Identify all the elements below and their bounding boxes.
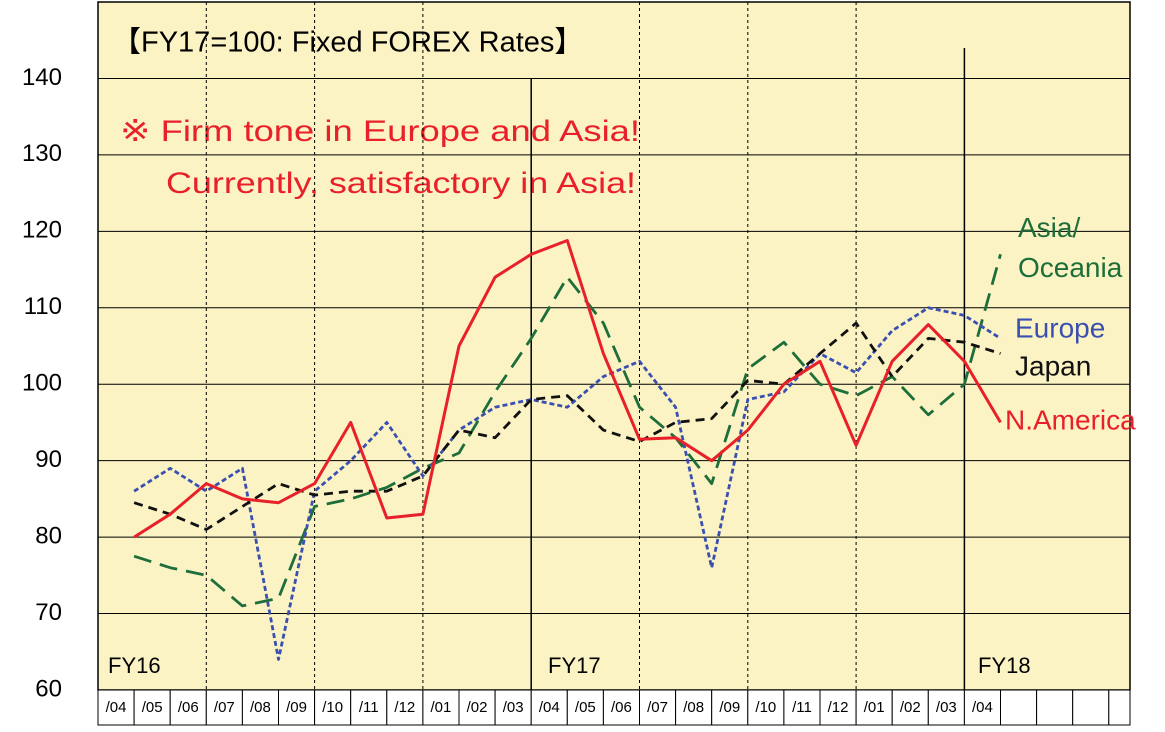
x-tick-label: /08 xyxy=(683,699,704,716)
category-cell xyxy=(133,689,171,726)
y-tick-label: 70 xyxy=(35,599,62,626)
category-cell xyxy=(278,689,316,726)
legend-label-part: Oceania xyxy=(1018,252,1123,283)
legend-label: Japan xyxy=(1015,350,1091,381)
category-cell xyxy=(783,689,821,726)
x-tick-label: /04 xyxy=(972,699,993,716)
y-tick-label: 60 xyxy=(35,675,62,702)
y-tick-label: 110 xyxy=(24,293,62,320)
x-tick-label: /04 xyxy=(106,699,127,716)
category-cell xyxy=(422,689,460,726)
legend-label: N.America xyxy=(1005,404,1136,435)
x-tick-label: /12 xyxy=(394,699,415,716)
y-tick-label: 100 xyxy=(22,370,62,397)
x-tick-label: /11 xyxy=(359,699,379,716)
category-cell xyxy=(891,689,929,726)
category-cell xyxy=(855,689,893,726)
category-cell xyxy=(1108,689,1131,726)
category-cell xyxy=(1000,689,1038,726)
y-tick-label: 140 xyxy=(22,64,62,91)
series-line xyxy=(133,321,1001,531)
series-line xyxy=(133,306,1002,661)
x-tick-label: /03 xyxy=(936,699,957,716)
x-tick-label: /01 xyxy=(864,699,885,716)
category-cell xyxy=(1036,689,1074,726)
y-tick-label: 120 xyxy=(22,217,62,244)
category-cell xyxy=(530,689,568,726)
period-label: FY16 xyxy=(108,653,161,678)
x-tick-label: /07 xyxy=(647,699,668,716)
y-tick-label: 90 xyxy=(35,446,62,473)
x-tick-label: /04 xyxy=(539,699,560,716)
category-cell xyxy=(205,689,243,726)
series-line xyxy=(133,239,1002,539)
annotation: Currently, satisfactory in Asia! xyxy=(166,167,636,200)
category-cell xyxy=(494,689,532,726)
x-tick-label: /09 xyxy=(286,699,307,716)
x-tick-label: /05 xyxy=(575,699,596,716)
y-tick-label: 80 xyxy=(35,522,62,549)
x-tick-label: /02 xyxy=(467,699,488,716)
period-label: FY18 xyxy=(978,653,1031,678)
category-cell xyxy=(747,689,785,726)
annotation: ※ Firm tone in Europe and Asia! xyxy=(120,115,640,148)
x-tick-label: /03 xyxy=(503,699,524,716)
category-cell xyxy=(241,689,279,726)
x-tick-label: /11 xyxy=(792,699,812,716)
x-tick-label: /08 xyxy=(250,699,271,716)
chart-title: 【FY17=100: Fixed FOREX Rates】 xyxy=(112,27,583,59)
category-cell xyxy=(169,689,207,726)
legend-label-part: Asia/ xyxy=(1018,212,1080,243)
y-tick-label: 130 xyxy=(22,140,62,167)
x-tick-label: /06 xyxy=(611,699,632,716)
x-tick-label: /09 xyxy=(719,699,740,716)
x-tick-label: /10 xyxy=(322,699,343,716)
category-cell xyxy=(675,689,713,726)
x-tick-label: /12 xyxy=(828,699,849,716)
period-label: FY17 xyxy=(548,653,601,678)
category-cell xyxy=(314,689,352,726)
x-tick-label: /01 xyxy=(431,699,452,716)
category-cell xyxy=(711,689,749,726)
category-cell xyxy=(639,689,677,726)
x-tick-label: /10 xyxy=(755,699,776,716)
x-tick-label: /07 xyxy=(214,699,235,716)
legend-label: Asia/Oceania xyxy=(1018,212,1123,283)
category-cell xyxy=(1072,689,1110,726)
legend-label: Europe xyxy=(1015,312,1105,343)
x-tick-label: /02 xyxy=(900,699,921,716)
x-tick-label: /05 xyxy=(142,699,163,716)
category-cell xyxy=(350,689,388,726)
category-cell xyxy=(458,689,496,726)
x-tick-label: /06 xyxy=(178,699,199,716)
